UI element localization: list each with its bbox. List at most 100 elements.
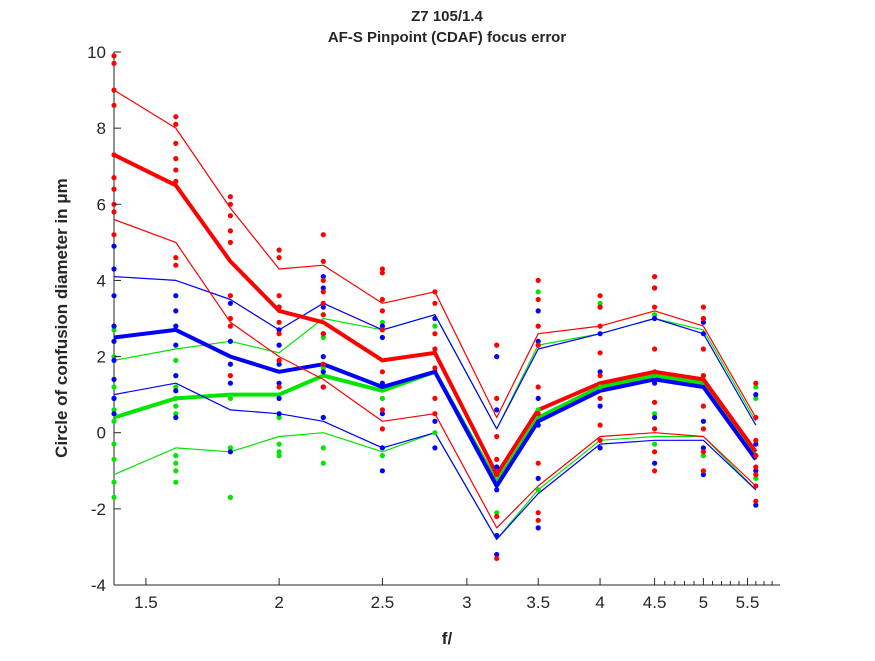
data-point-13-4 (111, 338, 117, 344)
data-point-25-3 (753, 502, 759, 508)
data-point-11-2 (700, 453, 707, 459)
data-point-28-7 (227, 323, 233, 329)
data-point-34-5 (535, 411, 541, 417)
data-point-3-3 (276, 414, 282, 421)
data-point-33-3 (494, 456, 500, 462)
data-point-15-1 (227, 338, 233, 344)
data-point-35-7 (597, 437, 603, 443)
data-point-29-7 (276, 384, 282, 390)
data-point-12-3 (753, 475, 759, 481)
data-point-16-3 (276, 361, 282, 367)
data-point-16-1 (276, 327, 282, 333)
y-tick-label-1: -2 (91, 500, 106, 519)
data-point-26-3 (111, 102, 117, 108)
data-point-1-0 (173, 357, 179, 363)
data-point-0-10 (111, 494, 117, 500)
data-point-0-9 (111, 479, 117, 485)
data-point-21-2 (535, 395, 541, 401)
data-point-32-3 (432, 346, 438, 352)
data-point-31-5 (379, 369, 385, 375)
data-point-14-1 (173, 308, 179, 314)
data-point-5-0 (379, 319, 385, 325)
data-point-32-4 (432, 365, 438, 371)
data-point-5-2 (379, 453, 385, 459)
data-point-19-2 (432, 418, 438, 424)
data-point-26-5 (111, 175, 117, 181)
data-point-37-2 (700, 346, 707, 352)
data-point-20-2 (494, 464, 500, 470)
data-point-12-0 (753, 384, 759, 390)
data-point-26-6 (111, 186, 117, 192)
x-tick-label-4: 3.5 (526, 593, 550, 612)
data-point-35-2 (597, 323, 603, 329)
data-point-10-3 (652, 441, 658, 447)
y-tick-label-7: 10 (87, 43, 106, 62)
data-point-38-0 (753, 380, 759, 386)
data-point-35-3 (597, 350, 603, 356)
data-point-27-4 (173, 167, 179, 173)
x-tick-label-5: 4 (595, 593, 604, 612)
data-point-37-1 (700, 315, 707, 322)
data-point-23-1 (652, 315, 658, 322)
data-point-1-4 (173, 403, 179, 409)
data-point-19-3 (432, 445, 438, 451)
data-point-38-4 (753, 464, 759, 470)
data-point-31-0 (379, 266, 385, 272)
data-point-28-8 (227, 373, 233, 379)
data-point-19-0 (432, 315, 438, 322)
data-point-38-5 (753, 472, 759, 478)
chart-subtitle: AF-S Pinpoint (CDAF) focus error (328, 29, 566, 46)
data-point-3-5 (276, 449, 282, 455)
data-point-26-4 (111, 152, 117, 158)
data-point-36-5 (652, 399, 658, 405)
data-point-33-2 (494, 433, 500, 440)
data-point-26-1 (111, 60, 117, 66)
data-point-6-0 (432, 323, 438, 329)
data-point-13-8 (111, 411, 117, 417)
data-point-24-4 (700, 472, 707, 478)
data-point-18-4 (379, 445, 385, 451)
data-point-31-1 (379, 270, 385, 276)
data-point-13-2 (111, 293, 117, 299)
data-point-29-1 (276, 255, 282, 261)
data-point-32-5 (432, 395, 438, 401)
y-tick-label-0: -4 (91, 576, 106, 595)
data-point-1-7 (173, 460, 179, 466)
x-tick-label-8: 5.5 (736, 593, 760, 612)
x-tick-label-3: 3 (462, 593, 471, 612)
x-tick-label-6: 4.5 (643, 593, 667, 612)
data-point-33-1 (494, 395, 500, 401)
x-tick-label-1: 2 (274, 593, 283, 612)
data-point-22-3 (597, 403, 603, 409)
data-point-23-3 (652, 414, 658, 421)
data-point-9-1 (597, 384, 603, 390)
data-point-26-9 (111, 232, 117, 238)
data-point-33-6 (494, 555, 500, 562)
data-point-36-3 (652, 346, 658, 352)
data-point-32-2 (432, 331, 438, 337)
data-point-34-6 (535, 460, 541, 466)
y-axis-label: Circle of confusion diameter in μm (52, 178, 71, 458)
data-point-30-1 (320, 258, 326, 264)
data-point-35-1 (597, 304, 603, 310)
data-point-31-3 (379, 308, 385, 314)
data-point-14-2 (173, 323, 179, 329)
plot-area: 1.5 2 2.5 3 3.5 4 4.5 5 5.5 -4 -2 0 2 4 6 8 10 (87, 43, 780, 612)
data-point-1-6 (173, 453, 179, 459)
data-point-24-0 (700, 319, 707, 325)
data-point-28-2 (227, 213, 233, 219)
data-point-38-2 (753, 437, 759, 443)
data-point-21-3 (535, 422, 541, 428)
data-point-25-0 (753, 392, 759, 398)
data-point-24-1 (700, 331, 707, 337)
x-tick-label-2: 2.5 (371, 593, 395, 612)
data-point-17-2 (320, 304, 326, 310)
data-point-7-1 (494, 510, 500, 516)
data-point-13-6 (111, 376, 117, 382)
data-point-32-0 (432, 289, 438, 295)
data-point-37-6 (700, 449, 707, 455)
data-point-27-0 (173, 114, 179, 120)
data-point-30-3 (320, 289, 326, 295)
data-point-30-7 (320, 361, 326, 367)
